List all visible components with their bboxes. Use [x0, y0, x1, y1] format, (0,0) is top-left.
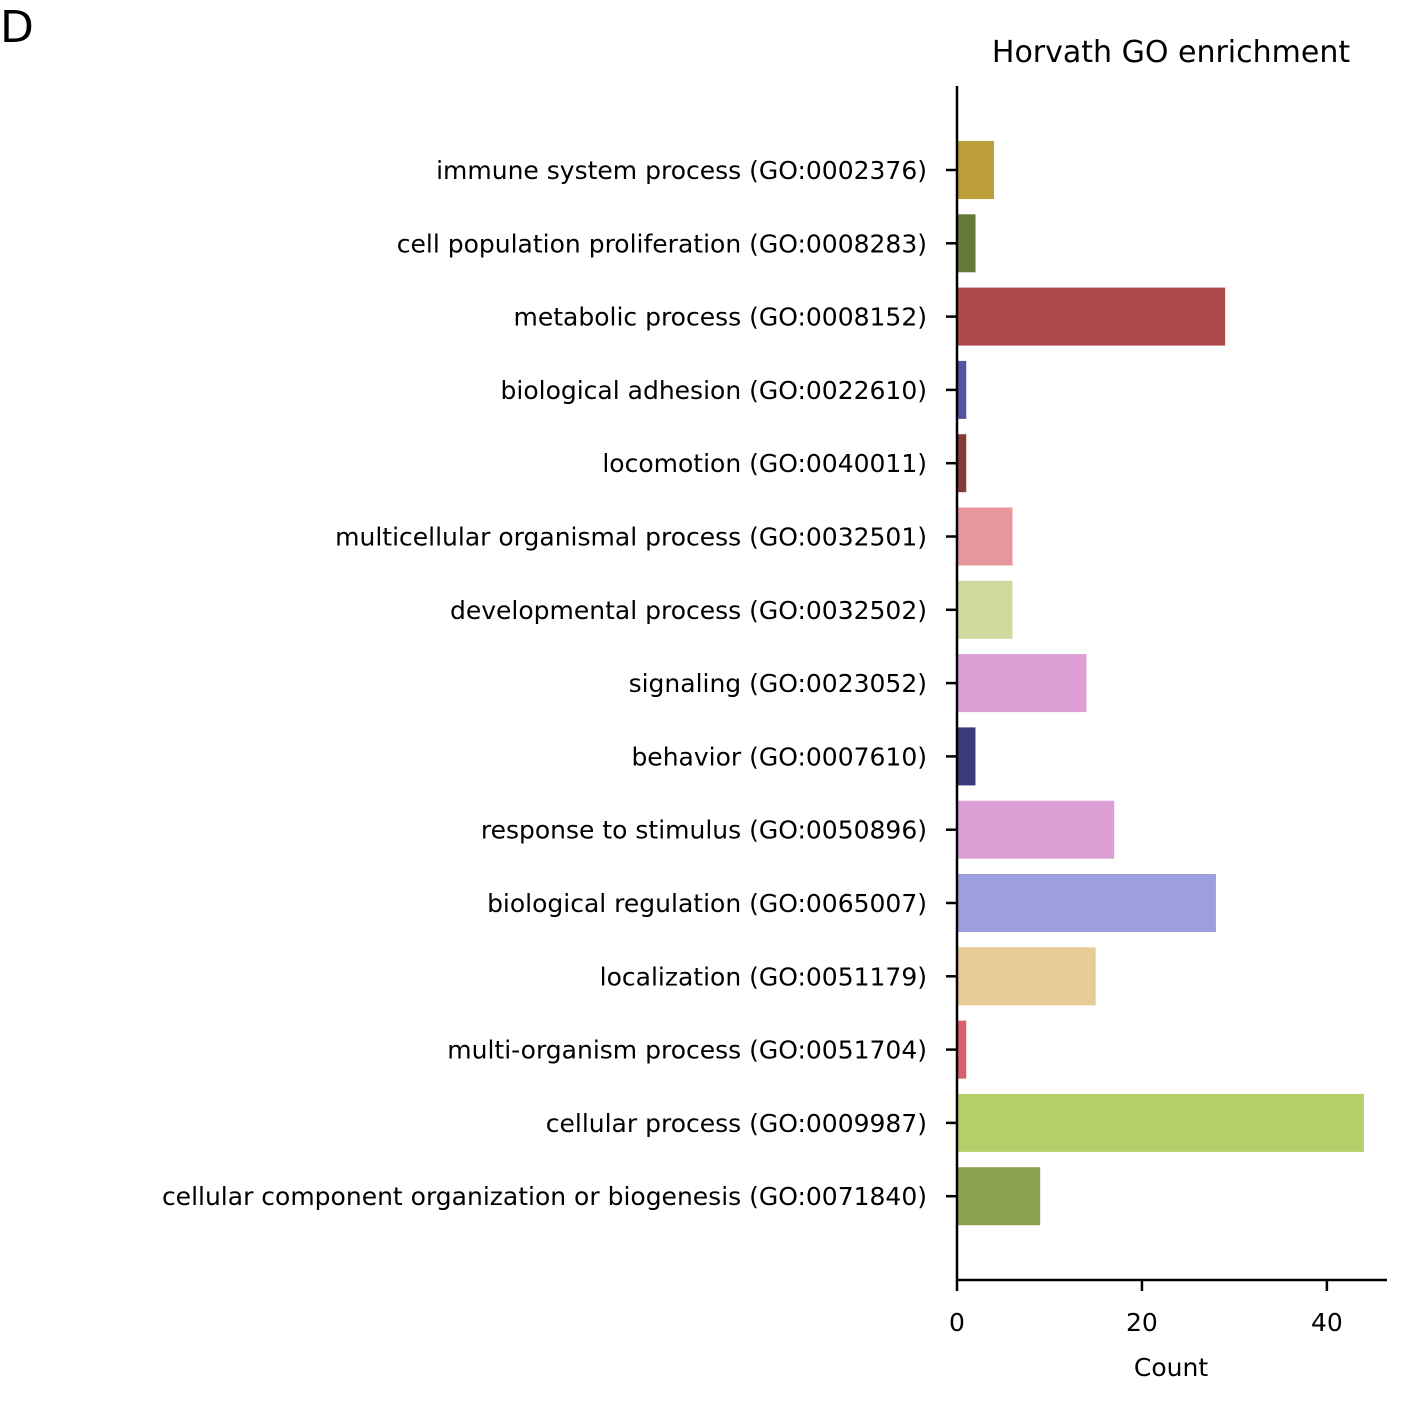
- bar: [957, 1167, 1041, 1226]
- y-tick-label: multicellular organismal process (GO:003…: [335, 523, 927, 552]
- y-tick-label: immune system process (GO:0002376): [436, 156, 927, 185]
- y-tick-label: localization (GO:0051179): [600, 962, 927, 991]
- bar: [957, 800, 1115, 859]
- y-tick-label: multi-organism process (GO:0051704): [447, 1036, 927, 1065]
- y-tick-label: signaling (GO:0023052): [629, 669, 927, 698]
- bar: [957, 947, 1096, 1006]
- bar: [957, 654, 1087, 713]
- y-tick-label: biological regulation (GO:0065007): [487, 889, 927, 918]
- x-tick-label: 20: [1126, 1308, 1158, 1337]
- chart-title: Horvath GO enrichment: [992, 35, 1350, 70]
- y-tick-label: metabolic process (GO:0008152): [513, 303, 927, 332]
- bar: [957, 1020, 967, 1079]
- bar: [957, 580, 1013, 639]
- bar: [957, 360, 967, 419]
- y-tick-label: behavior (GO:0007610): [631, 742, 927, 771]
- y-axis-ticks: immune system process (GO:0002376) cell p…: [162, 156, 957, 1211]
- x-axis-label: Count: [1134, 1353, 1208, 1382]
- y-tick-label: cellular component organization or bioge…: [162, 1182, 927, 1211]
- x-tick-label: 0: [949, 1308, 965, 1337]
- y-tick-label: developmental process (GO:0032502): [450, 596, 927, 625]
- bar: [957, 214, 976, 273]
- bar: [957, 874, 1216, 932]
- bar: [957, 507, 1013, 566]
- x-tick-label: 40: [1311, 1308, 1343, 1337]
- bar: [957, 727, 976, 786]
- bar: [957, 434, 967, 493]
- y-tick-label: locomotion (GO:0040011): [602, 449, 927, 478]
- y-tick-label: biological adhesion (GO:0022610): [501, 376, 927, 405]
- bar: [957, 141, 994, 199]
- y-tick-label: cellular process (GO:0009987): [546, 1109, 927, 1138]
- bars-group: [957, 141, 1364, 1226]
- x-axis-ticks: 0 20 40: [949, 1280, 1343, 1337]
- y-tick-label: response to stimulus (GO:0050896): [481, 816, 927, 845]
- bar: [957, 1093, 1364, 1152]
- y-tick-label: cell population proliferation (GO:000828…: [397, 229, 927, 258]
- bar: [957, 287, 1226, 346]
- panel-label: D: [0, 2, 34, 53]
